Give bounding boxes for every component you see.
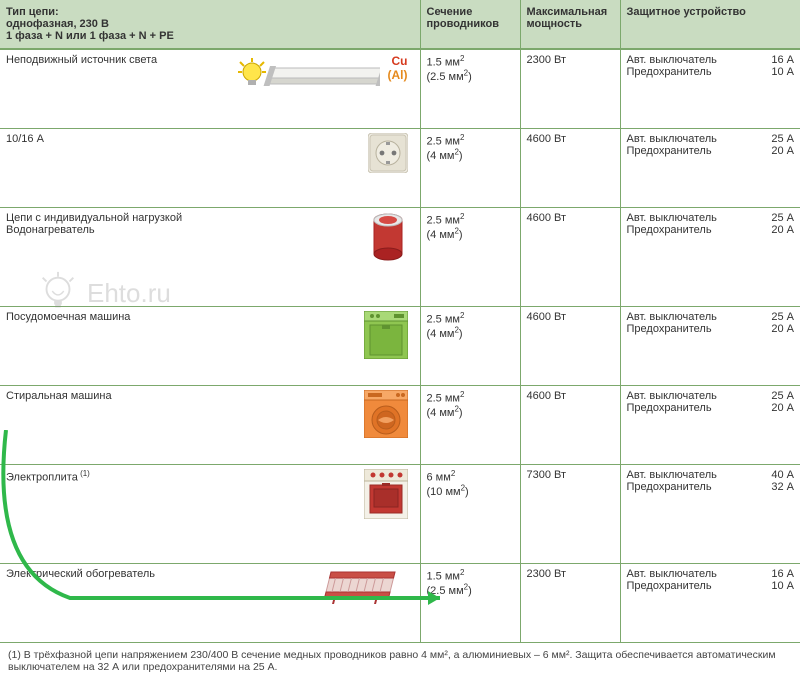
section-cell: 1.5 мм2(2.5 мм2)	[420, 49, 520, 129]
power-cell: 4600 Вт	[520, 307, 620, 386]
row-icon-cell	[230, 564, 420, 643]
row-label-cell: 10/16 А	[0, 129, 230, 208]
protection-label-cell: Авт. выключательПредохранитель	[620, 564, 750, 643]
power-cell: 4600 Вт	[520, 208, 620, 307]
header-row: Тип цепи: однофазная, 230 В 1 фаза + N и…	[0, 0, 800, 49]
protection-label-cell: Авт. выключательПредохранитель	[620, 129, 750, 208]
power-cell: 7300 Вт	[520, 465, 620, 564]
row-label: Цепи с индивидуальной нагрузкой	[6, 212, 224, 224]
hdr-l3: 1 фаза + N или 1 фаза + N + PE	[6, 30, 174, 42]
hdr-power: Максимальная мощность	[520, 0, 620, 49]
row-icon-cell	[230, 307, 420, 386]
footnote: (1) В трёхфазной цепи напряжением 230/40…	[0, 643, 800, 677]
row-icon-cell	[230, 465, 420, 564]
row-label-cell: Цепи с индивидуальной нагрузкойВодонагре…	[0, 208, 230, 307]
heater-icon	[324, 568, 408, 606]
table-row: Электроплита (1) 6 мм2(10 мм2)7300 ВтАвт.…	[0, 465, 800, 564]
cu-al-legend: Cu(Al)	[388, 54, 408, 82]
boiler-icon	[368, 212, 408, 262]
washer-icon	[364, 390, 408, 438]
row-label-cell: Посудомоечная машина	[0, 307, 230, 386]
section-cell: 2.5 мм2(4 мм2)	[420, 208, 520, 307]
row-label-cell: Неподвижный источник света	[0, 49, 230, 129]
protection-label-cell: Авт. выключательПредохранитель	[620, 208, 750, 307]
row-label: Посудомоечная машина	[6, 311, 224, 323]
protection-amp-cell: 16 А10 А	[750, 564, 800, 643]
dishwasher-icon	[364, 311, 408, 359]
section-cell: 2.5 мм2(4 мм2)	[420, 386, 520, 465]
protection-amp-cell: 25 А20 А	[750, 307, 800, 386]
row-label: Неподвижный источник света	[6, 54, 224, 66]
table-row: Электрический обогреватель 1.5 мм2(2.5 мм…	[0, 564, 800, 643]
row-label-cell: Стиральная машина	[0, 386, 230, 465]
row-label-cell: Электрический обогреватель	[0, 564, 230, 643]
row-label: Электроплита (1)	[6, 469, 224, 484]
hdr-l2: однофазная, 230 В	[6, 18, 109, 30]
hdr-spacer	[230, 0, 420, 49]
hdr-l1: Тип цепи:	[6, 6, 59, 18]
table-row: Неподвижный источник света Cu(Al) 1.5 мм2(…	[0, 49, 800, 129]
table-row: 10/16 А 2.5 мм2(4 мм2)4600 ВтАвт. выключа…	[0, 129, 800, 208]
power-cell: 4600 Вт	[520, 129, 620, 208]
protection-amp-cell: 40 А32 А	[750, 465, 800, 564]
table-row: Посудомоечная машина 2.5 мм2(4 мм2)4600 В…	[0, 307, 800, 386]
protection-label-cell: Авт. выключательПредохранитель	[620, 307, 750, 386]
spec-table: Тип цепи: однофазная, 230 В 1 фаза + N и…	[0, 0, 800, 643]
row-icon-cell	[230, 386, 420, 465]
section-cell: 6 мм2(10 мм2)	[420, 465, 520, 564]
protection-label-cell: Авт. выключательПредохранитель	[620, 465, 750, 564]
protection-amp-cell: 25 А20 А	[750, 386, 800, 465]
protection-label-cell: Авт. выключательПредохранитель	[620, 49, 750, 129]
protection-amp-cell: 25 А20 А	[750, 129, 800, 208]
hdr-protection: Защитное устройство	[620, 0, 800, 49]
row-label-cell: Электроплита (1)	[0, 465, 230, 564]
row-label: Стиральная машина	[6, 390, 224, 402]
power-cell: 2300 Вт	[520, 564, 620, 643]
row-icon-cell	[230, 129, 420, 208]
socket-icon	[368, 133, 408, 173]
table-row: Цепи с индивидуальной нагрузкойВодонагре…	[0, 208, 800, 307]
section-cell: 2.5 мм2(4 мм2)	[420, 129, 520, 208]
protection-label-cell: Авт. выключательПредохранитель	[620, 386, 750, 465]
row-icon-cell: Cu(Al)	[230, 49, 420, 129]
hdr-circuit-type: Тип цепи: однофазная, 230 В 1 фаза + N и…	[0, 0, 230, 49]
lamp-icon	[236, 54, 380, 88]
protection-amp-cell: 16 А10 А	[750, 49, 800, 129]
row-label: 10/16 А	[6, 133, 224, 145]
section-cell: 2.5 мм2(4 мм2)	[420, 307, 520, 386]
stove-icon	[364, 469, 408, 519]
row-label-2: Водонагреватель	[6, 224, 224, 236]
power-cell: 2300 Вт	[520, 49, 620, 129]
power-cell: 4600 Вт	[520, 386, 620, 465]
hdr-section: Сечение проводников	[420, 0, 520, 49]
protection-amp-cell: 25 А20 А	[750, 208, 800, 307]
table-row: Стиральная машина 2.5 мм2(4 мм2)4600 ВтАв…	[0, 386, 800, 465]
row-label: Электрический обогреватель	[6, 568, 224, 580]
row-icon-cell	[230, 208, 420, 307]
section-cell: 1.5 мм2(2.5 мм2)	[420, 564, 520, 643]
